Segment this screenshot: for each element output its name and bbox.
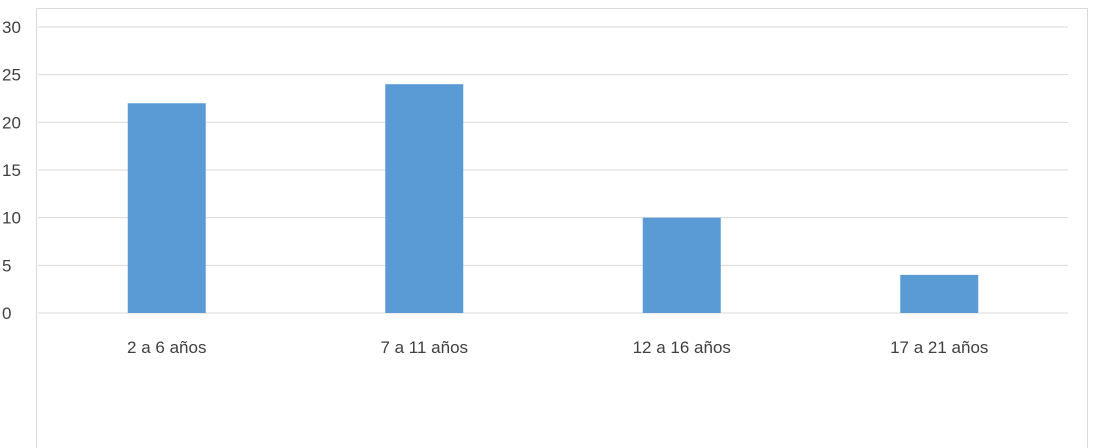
x-category-label: 17 a 21 años: [890, 338, 988, 357]
x-axis-labels: 2 a 6 años 7 a 11 años 12 a 16 años 17 a 21…: [127, 338, 988, 357]
bar-4: [900, 274, 979, 313]
chart-frame: [36, 8, 1088, 448]
y-tick-label: 20: [2, 113, 21, 132]
y-axis-ticks: 0 5 10 15 20 25 30: [2, 18, 21, 323]
bar-2: [385, 84, 464, 313]
y-tick-label: 30: [2, 18, 21, 37]
gridlines: [38, 26, 1068, 314]
x-category-label: 2 a 6 años: [127, 338, 206, 357]
x-category-label: 12 a 16 años: [633, 338, 731, 357]
y-tick-label: 5: [2, 256, 11, 275]
x-category-label: 7 a 11 años: [380, 338, 468, 357]
bar-chart: 0 5 10 15 20 25 30 2 a 6 años 7 a 11 años 12 a 1…: [2, 18, 1068, 357]
bars: [127, 84, 979, 314]
bar-3: [642, 217, 721, 313]
bar-1: [127, 103, 206, 314]
y-tick-label: 10: [2, 209, 21, 228]
y-tick-label: 15: [2, 161, 21, 180]
y-tick-label: 25: [2, 66, 21, 85]
y-tick-label: 0: [2, 304, 11, 323]
